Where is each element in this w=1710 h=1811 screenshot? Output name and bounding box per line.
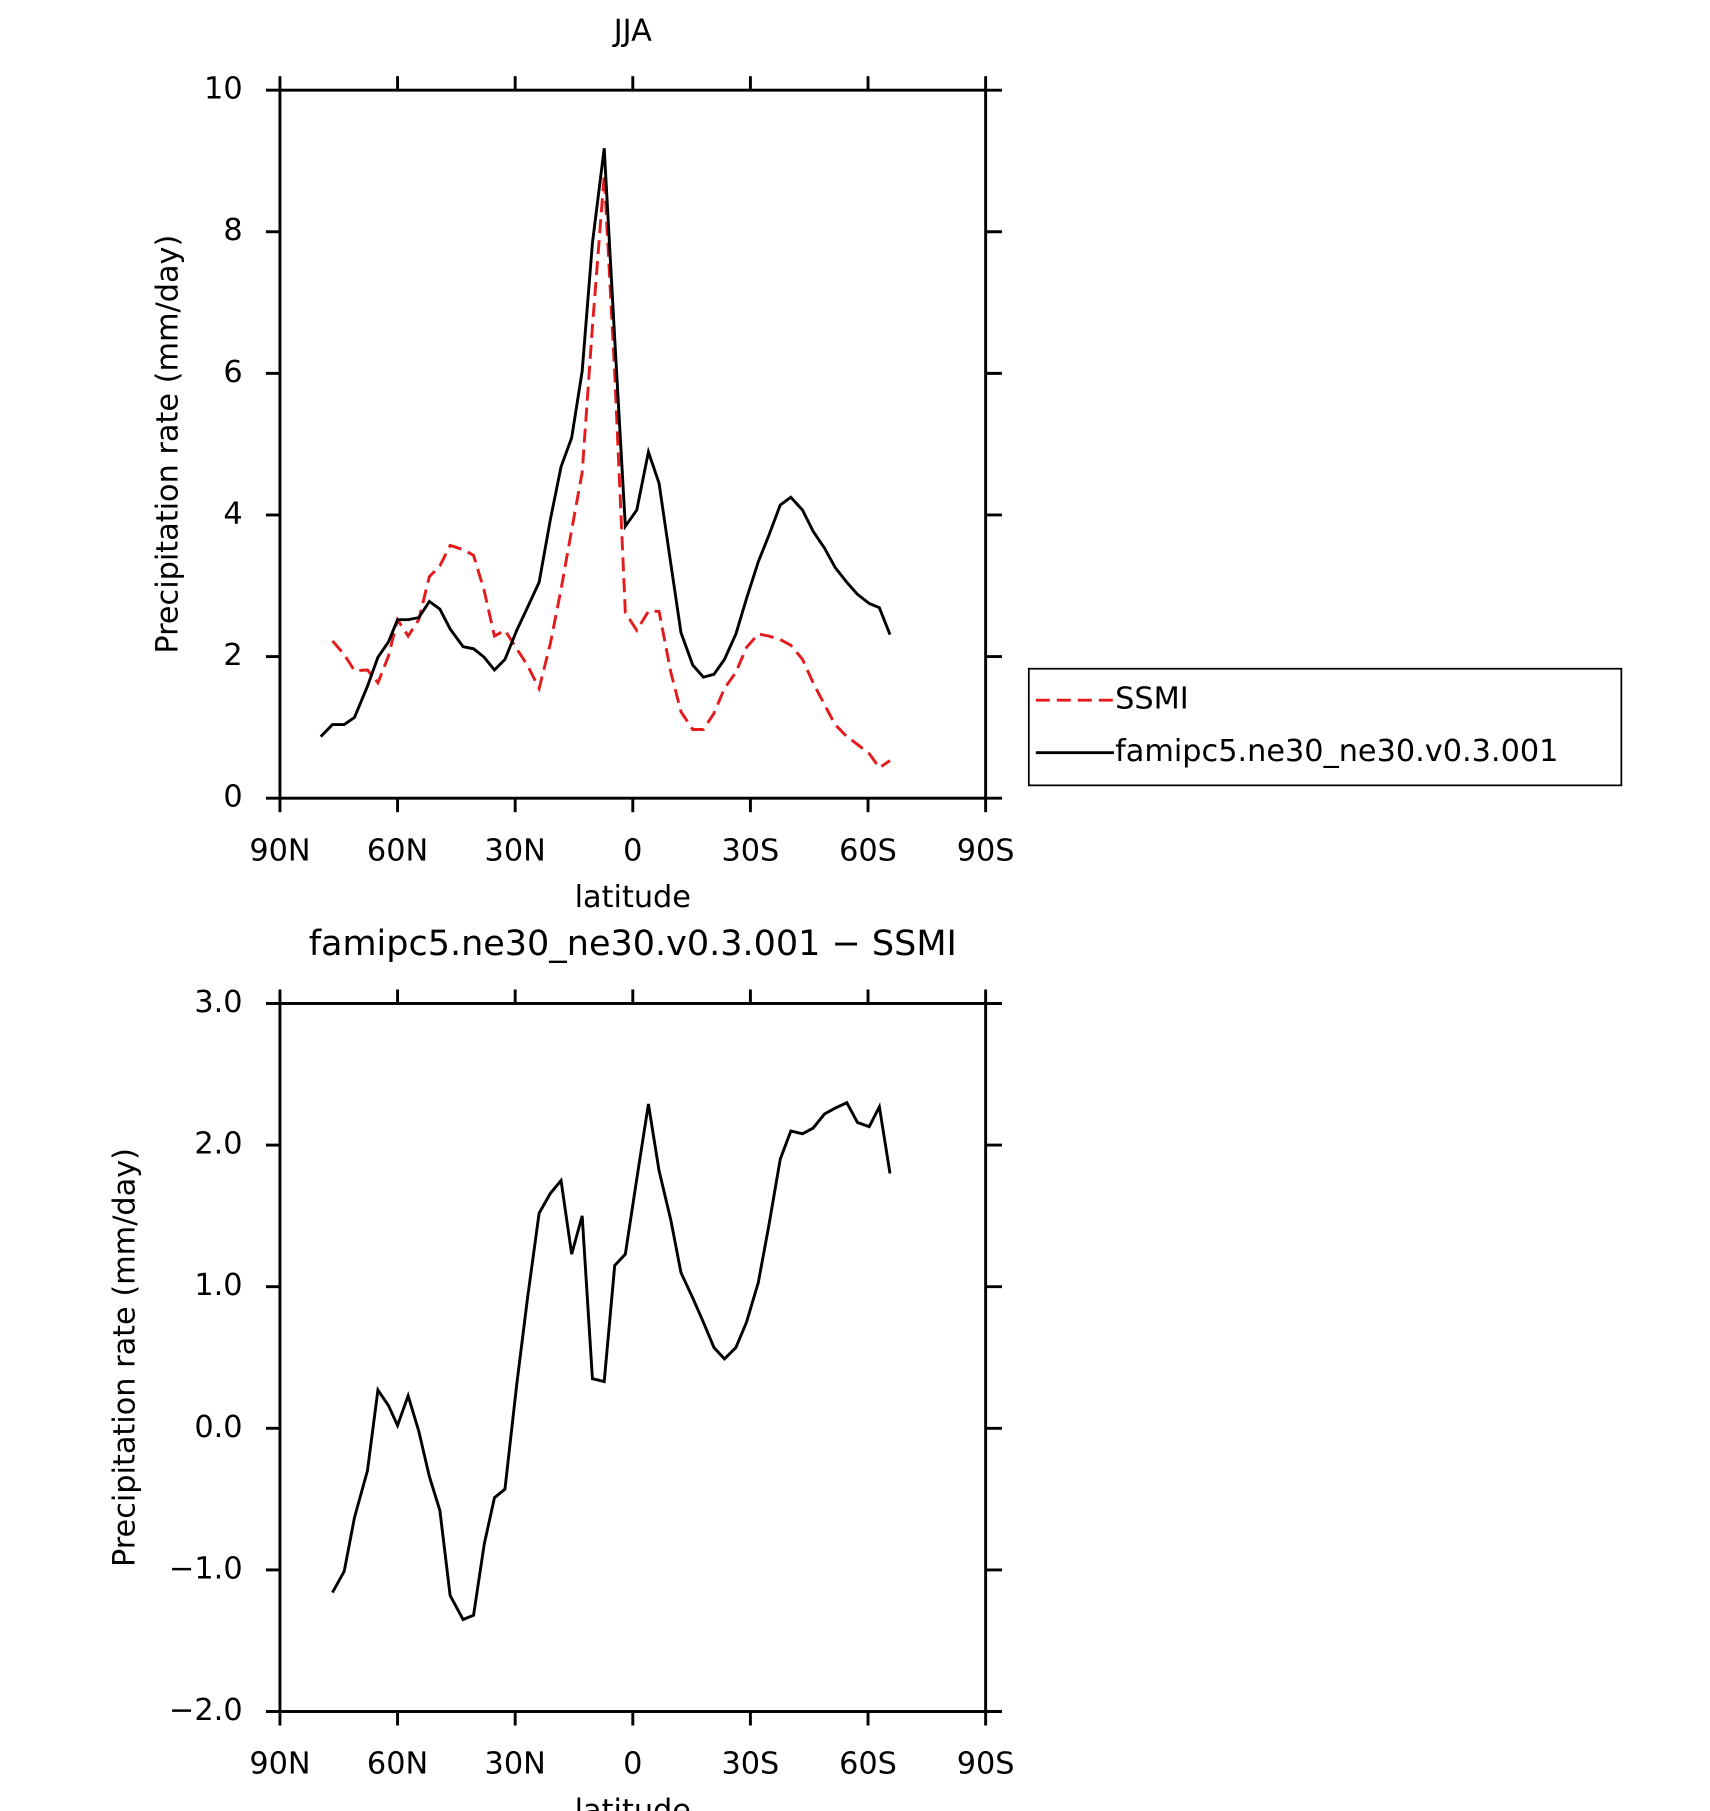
y-tick-label: 2.0 (194, 1127, 242, 1162)
y-tick-label: −1.0 (169, 1551, 243, 1586)
y-tick-label: 0.0 (194, 1410, 242, 1445)
x-tick-label: 60S (839, 1747, 897, 1782)
x-tick-label: 30S (721, 833, 779, 868)
x-axis-label: latitude (575, 1793, 691, 1811)
x-axis-label: latitude (575, 880, 691, 915)
y-tick-label: −2.0 (169, 1693, 243, 1728)
y-tick-label: 6 (223, 355, 242, 390)
data-line (331, 1100, 892, 1622)
y-tick-label: 0 (223, 780, 242, 815)
x-tick-label: 90S (957, 833, 1015, 868)
x-tick-label: 60N (367, 833, 428, 868)
x-tick-label: 0 (623, 833, 642, 868)
plot-frame (278, 88, 988, 800)
y-tick-label: 3.0 (194, 985, 242, 1020)
chart-title: JJA (612, 13, 652, 48)
x-tick-label: 90S (957, 1747, 1015, 1782)
legend-box (1027, 667, 1623, 787)
y-tick-label: 4 (223, 496, 242, 531)
y-tick-label: 10 (204, 72, 243, 107)
y-axis-label: Precipitation rate (mm/day) (151, 235, 186, 654)
x-tick-label: 90N (249, 833, 310, 868)
x-tick-label: 0 (623, 1747, 642, 1782)
y-axis-label: Precipitation rate (mm/day) (107, 1148, 142, 1567)
y-tick-label: 2 (223, 638, 242, 673)
y-tick-label: 8 (223, 213, 242, 248)
x-tick-label: 30N (485, 1747, 546, 1782)
x-tick-label: 90N (249, 1747, 310, 1782)
legend: SSMI famipc5.ne30_ne30.v0.3.001 (1027, 667, 1623, 787)
x-tick-label: 60N (367, 1747, 428, 1782)
y-tick-label: 1.0 (194, 1268, 242, 1303)
legend-label: famipc5.ne30_ne30.v0.3.001 (1115, 734, 1558, 769)
chart-title: famipc5.ne30_ne30.v0.3.001 − SSMI (309, 924, 957, 964)
x-tick-label: 60S (839, 833, 897, 868)
data-line (319, 148, 892, 738)
legend-label: SSMI (1115, 682, 1189, 717)
x-tick-label: 30N (485, 833, 546, 868)
data-line (331, 174, 891, 770)
x-tick-label: 30S (721, 1747, 779, 1782)
